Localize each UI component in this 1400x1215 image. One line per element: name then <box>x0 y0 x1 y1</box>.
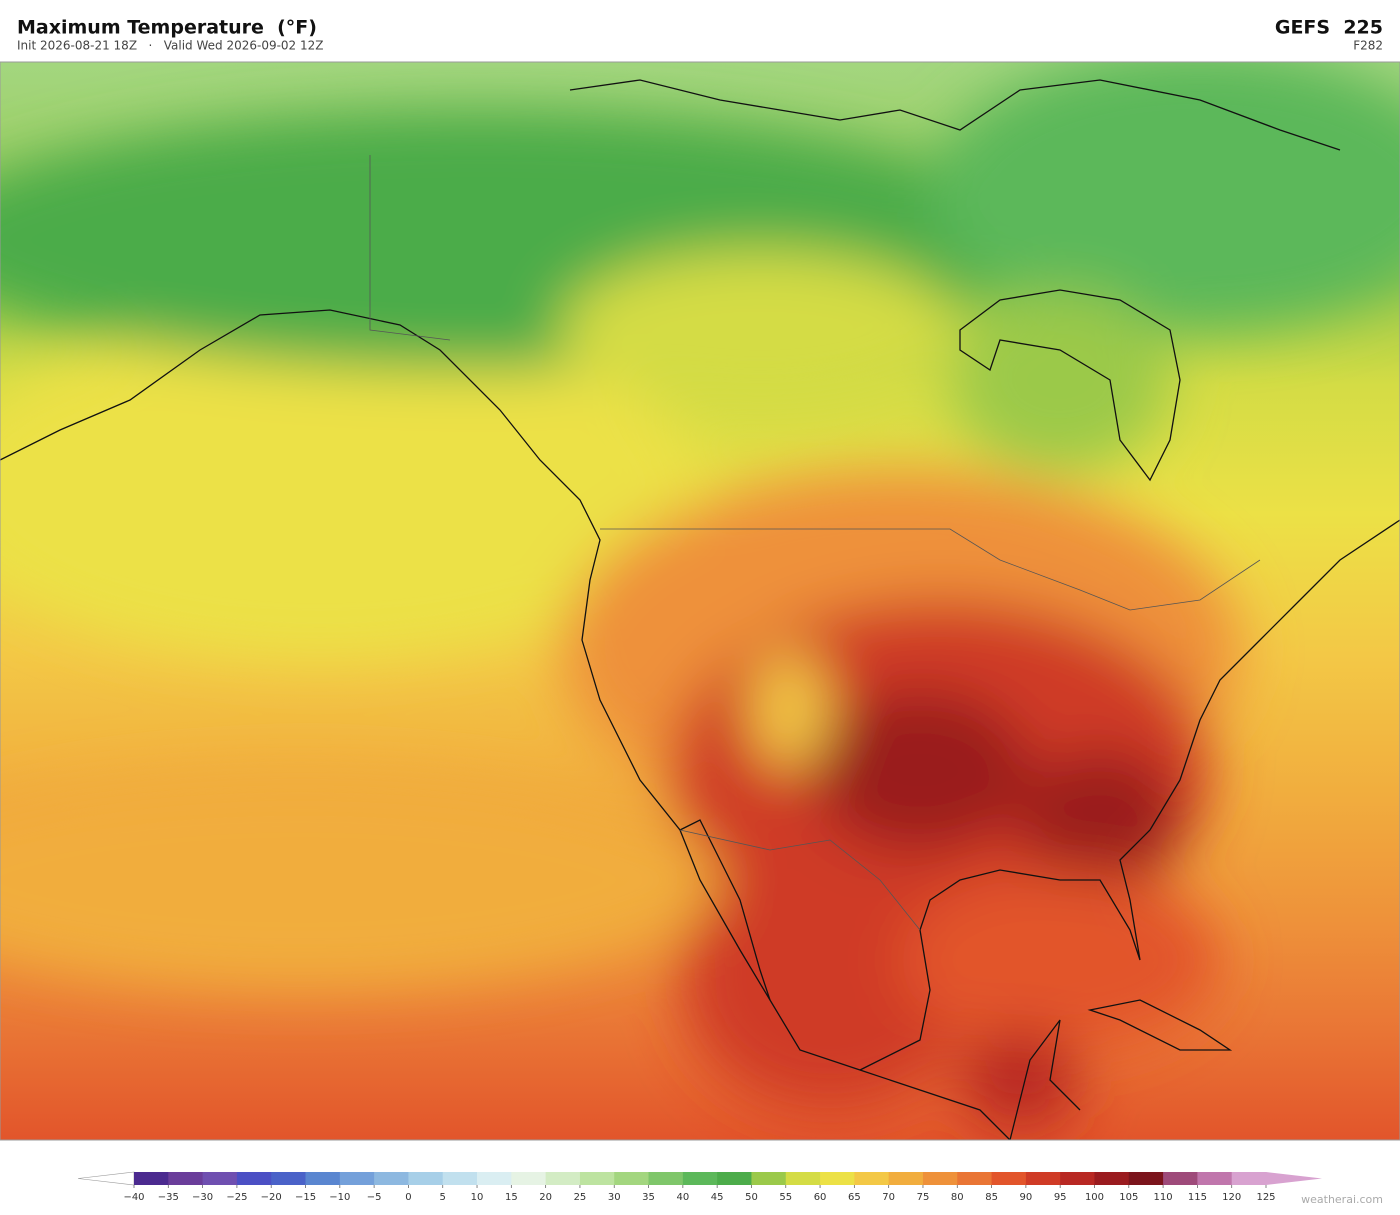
colorbar-tick-label: 125 <box>1256 1192 1275 1203</box>
colorbar-tick-label: 25 <box>574 1192 587 1203</box>
colorbar-tick-label: 90 <box>1020 1192 1033 1203</box>
colorbar-tick-label: −20 <box>261 1192 282 1203</box>
colorbar-swatch <box>1163 1172 1198 1185</box>
colorbar-tick-label: 45 <box>711 1192 724 1203</box>
colorbar-tick-label: 15 <box>505 1192 518 1203</box>
colorbar-tick-label: −35 <box>158 1192 179 1203</box>
colorbar-swatch <box>957 1172 993 1185</box>
colorbar-swatch <box>305 1172 341 1185</box>
colorbar-swatch <box>236 1172 272 1185</box>
colorbar-swatch <box>511 1172 547 1185</box>
colorbar-tick-label: 0 <box>405 1192 411 1203</box>
colorbar-swatch <box>682 1172 718 1185</box>
colorbar-swatch <box>922 1172 958 1185</box>
colorbar-swatch <box>442 1172 478 1185</box>
colorbar-swatch <box>648 1172 684 1185</box>
coastlines <box>0 79 1400 1140</box>
colorbar-tick-label: −30 <box>192 1192 213 1203</box>
colorbar-tick-label: −15 <box>295 1192 316 1203</box>
colorbar-tick-label: 35 <box>642 1192 655 1203</box>
temperature-field <box>0 62 1400 1130</box>
colorbar-swatch <box>820 1172 855 1185</box>
colorbar-swatch <box>374 1172 409 1185</box>
colorbar-extend-low <box>77 1171 135 1186</box>
colorbar-swatch <box>614 1172 650 1185</box>
colorbar-tick-label: 60 <box>814 1192 827 1203</box>
colorbar-swatch <box>991 1172 1027 1185</box>
model: GEFS 225 <box>1275 17 1383 39</box>
colorbar-extend-high <box>1266 1172 1322 1185</box>
colorbar-tick-label: 40 <box>676 1192 689 1203</box>
colorbar-tick-label: 5 <box>440 1192 446 1203</box>
colorbar-swatch <box>1128 1172 1164 1185</box>
colorbar-swatch <box>202 1172 238 1185</box>
colorbar-tick-label: 105 <box>1119 1192 1138 1203</box>
colorbar-swatch <box>1094 1172 1130 1185</box>
colorbar-tick-label: 70 <box>882 1192 895 1203</box>
colorbar-tick-label: −5 <box>367 1192 382 1203</box>
colorbar-tick-label: −40 <box>123 1192 144 1203</box>
colorbar-tick-label: 80 <box>951 1192 964 1203</box>
colorbar-tick-label: −10 <box>329 1192 350 1203</box>
colorbar-tick-label: 100 <box>1085 1192 1104 1203</box>
colorbar-tick-label: 30 <box>608 1192 621 1203</box>
colorbar-tick-label: 85 <box>985 1192 998 1203</box>
forecast-step: F282 <box>1353 39 1383 53</box>
colorbar-swatch <box>134 1172 169 1185</box>
map <box>0 62 1400 1140</box>
title: Maximum Temperature (°F) <box>17 17 317 39</box>
colorbar-swatch <box>408 1172 444 1185</box>
colorbar-swatch <box>1197 1172 1233 1185</box>
watermark: weatherai.com <box>1301 1193 1383 1206</box>
colorbar-tick-label: 50 <box>745 1192 758 1203</box>
colorbar-swatch <box>1060 1172 1095 1185</box>
colorbar-swatch <box>168 1172 204 1185</box>
subtitle: Init 2026-08-21 18Z · Valid Wed 2026-09-… <box>17 39 324 53</box>
colorbar-swatch <box>751 1172 787 1185</box>
colorbar-swatch <box>271 1172 307 1185</box>
colorbar-swatch <box>545 1172 581 1185</box>
map-frame <box>0 61 1400 1141</box>
colorbar-tick-label: 110 <box>1154 1192 1173 1203</box>
colorbar-tick-label: 120 <box>1222 1192 1241 1203</box>
colorbar-swatch <box>717 1172 752 1185</box>
colorbar-swatch <box>579 1172 615 1185</box>
colorbar-tick-label: 115 <box>1188 1192 1207 1203</box>
colorbar-tick-label: 10 <box>471 1192 484 1203</box>
colorbar-swatch <box>1231 1172 1267 1185</box>
colorbar-tick-label: 95 <box>1054 1192 1067 1203</box>
colorbar-swatch <box>339 1172 375 1185</box>
colorbar-swatch <box>785 1172 821 1185</box>
colorbar-tick-label: −25 <box>226 1192 247 1203</box>
colorbar-swatch <box>1025 1172 1061 1185</box>
colorbar-swatch <box>888 1172 924 1185</box>
colorbar-swatch <box>854 1172 890 1185</box>
colorbar-tick-label: 55 <box>779 1192 792 1203</box>
colorbar-swatch <box>477 1172 512 1185</box>
colorbar: −40 −35 −30 −25 −20 −15 −10 −5 0 5 10 15 20 25 30 35 40 4… <box>77 1171 1322 1203</box>
colorbar-tick-label: 20 <box>539 1192 552 1203</box>
colorbar-tick-label: 75 <box>917 1192 930 1203</box>
colorbar-tick-label: 65 <box>848 1192 861 1203</box>
borders <box>369 155 1261 931</box>
